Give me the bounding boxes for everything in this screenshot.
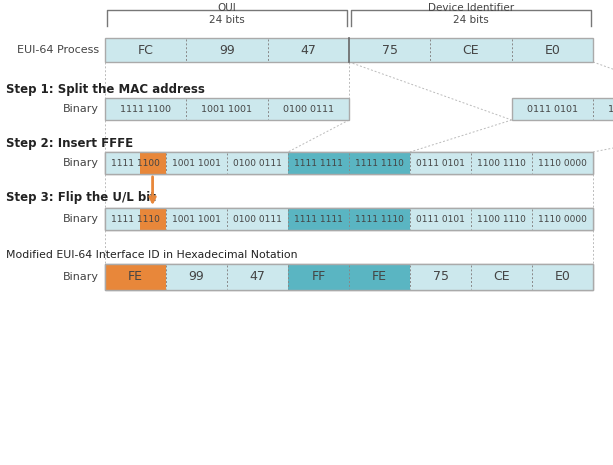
Text: 1111 1100: 1111 1100 xyxy=(111,159,160,167)
Text: FE: FE xyxy=(128,271,143,284)
Text: 75: 75 xyxy=(382,44,398,57)
Bar xyxy=(166,264,227,290)
Bar xyxy=(532,208,593,230)
Text: 47: 47 xyxy=(300,44,316,57)
Bar xyxy=(227,264,288,290)
Text: CE: CE xyxy=(493,271,510,284)
Bar xyxy=(105,264,593,290)
Bar xyxy=(532,264,593,290)
Bar xyxy=(105,38,593,62)
Text: Binary: Binary xyxy=(63,214,99,224)
Bar xyxy=(227,152,288,174)
Bar xyxy=(471,264,532,290)
Text: Binary: Binary xyxy=(63,272,99,282)
Bar xyxy=(105,98,349,120)
Bar xyxy=(105,208,593,230)
Text: 75: 75 xyxy=(433,271,449,284)
Text: EUI-64 Process: EUI-64 Process xyxy=(17,45,99,55)
Bar xyxy=(349,208,410,230)
Bar xyxy=(140,152,166,174)
Bar xyxy=(532,152,593,174)
Text: 1100 1110: 1100 1110 xyxy=(477,214,526,224)
Bar xyxy=(288,208,349,230)
Text: Step 1: Split the MAC address: Step 1: Split the MAC address xyxy=(6,82,205,95)
Bar xyxy=(166,208,227,230)
Bar xyxy=(471,208,532,230)
Bar xyxy=(471,152,532,174)
Text: 0100 0111: 0100 0111 xyxy=(283,105,334,113)
Text: Step 2: Insert FFFE: Step 2: Insert FFFE xyxy=(6,137,133,150)
Text: 1111 1110: 1111 1110 xyxy=(111,214,160,224)
Bar xyxy=(140,208,166,230)
Text: 0100 0111: 0100 0111 xyxy=(233,159,282,167)
Text: 0111 0101: 0111 0101 xyxy=(527,105,578,113)
Text: 0111 0101: 0111 0101 xyxy=(416,214,465,224)
Text: 1001 1001: 1001 1001 xyxy=(202,105,253,113)
Bar xyxy=(105,152,593,174)
Text: CE: CE xyxy=(463,44,479,57)
Text: FF: FF xyxy=(311,271,326,284)
Text: Binary: Binary xyxy=(63,158,99,168)
Bar xyxy=(410,208,471,230)
Text: 1110 0000: 1110 0000 xyxy=(538,214,587,224)
Text: Modified EUI-64 Interface ID in Hexadecimal Notation: Modified EUI-64 Interface ID in Hexadeci… xyxy=(6,250,297,260)
Text: 99: 99 xyxy=(189,271,204,284)
Bar xyxy=(166,152,227,174)
Bar xyxy=(105,152,166,174)
Bar xyxy=(349,264,410,290)
Text: 1001 1001: 1001 1001 xyxy=(172,214,221,224)
Bar xyxy=(512,98,613,120)
Bar xyxy=(105,152,593,174)
Bar xyxy=(105,208,166,230)
Text: 1111 1111: 1111 1111 xyxy=(294,159,343,167)
Text: 1111 1110: 1111 1110 xyxy=(355,214,404,224)
Text: 1111 1111: 1111 1111 xyxy=(294,214,343,224)
Text: 1111 1100: 1111 1100 xyxy=(120,105,171,113)
Text: 0111 0101: 0111 0101 xyxy=(416,159,465,167)
Text: 99: 99 xyxy=(219,44,235,57)
Text: Binary: Binary xyxy=(63,104,99,114)
Text: 1100 1110: 1100 1110 xyxy=(477,159,526,167)
Bar xyxy=(288,264,349,290)
Text: E0: E0 xyxy=(544,44,560,57)
Bar xyxy=(105,264,593,290)
Bar xyxy=(410,264,471,290)
Text: E0: E0 xyxy=(555,271,571,284)
Text: 1110 0000: 1110 0000 xyxy=(538,159,587,167)
Bar xyxy=(227,208,288,230)
Text: 1111 1110: 1111 1110 xyxy=(355,159,404,167)
Text: FC: FC xyxy=(138,44,154,57)
Bar xyxy=(410,152,471,174)
Text: 0100 0111: 0100 0111 xyxy=(233,214,282,224)
Text: 47: 47 xyxy=(249,271,265,284)
Text: 1001 1001: 1001 1001 xyxy=(172,159,221,167)
Bar xyxy=(105,264,166,290)
Text: Device Identifier
24 bits: Device Identifier 24 bits xyxy=(428,3,514,25)
Text: 1100 1110: 1100 1110 xyxy=(608,105,613,113)
Bar xyxy=(349,152,410,174)
Text: OUI
24 bits: OUI 24 bits xyxy=(209,3,245,25)
Bar xyxy=(288,152,349,174)
Text: Step 3: Flip the U/L bit: Step 3: Flip the U/L bit xyxy=(6,191,156,204)
Text: FE: FE xyxy=(372,271,387,284)
Bar xyxy=(105,208,593,230)
